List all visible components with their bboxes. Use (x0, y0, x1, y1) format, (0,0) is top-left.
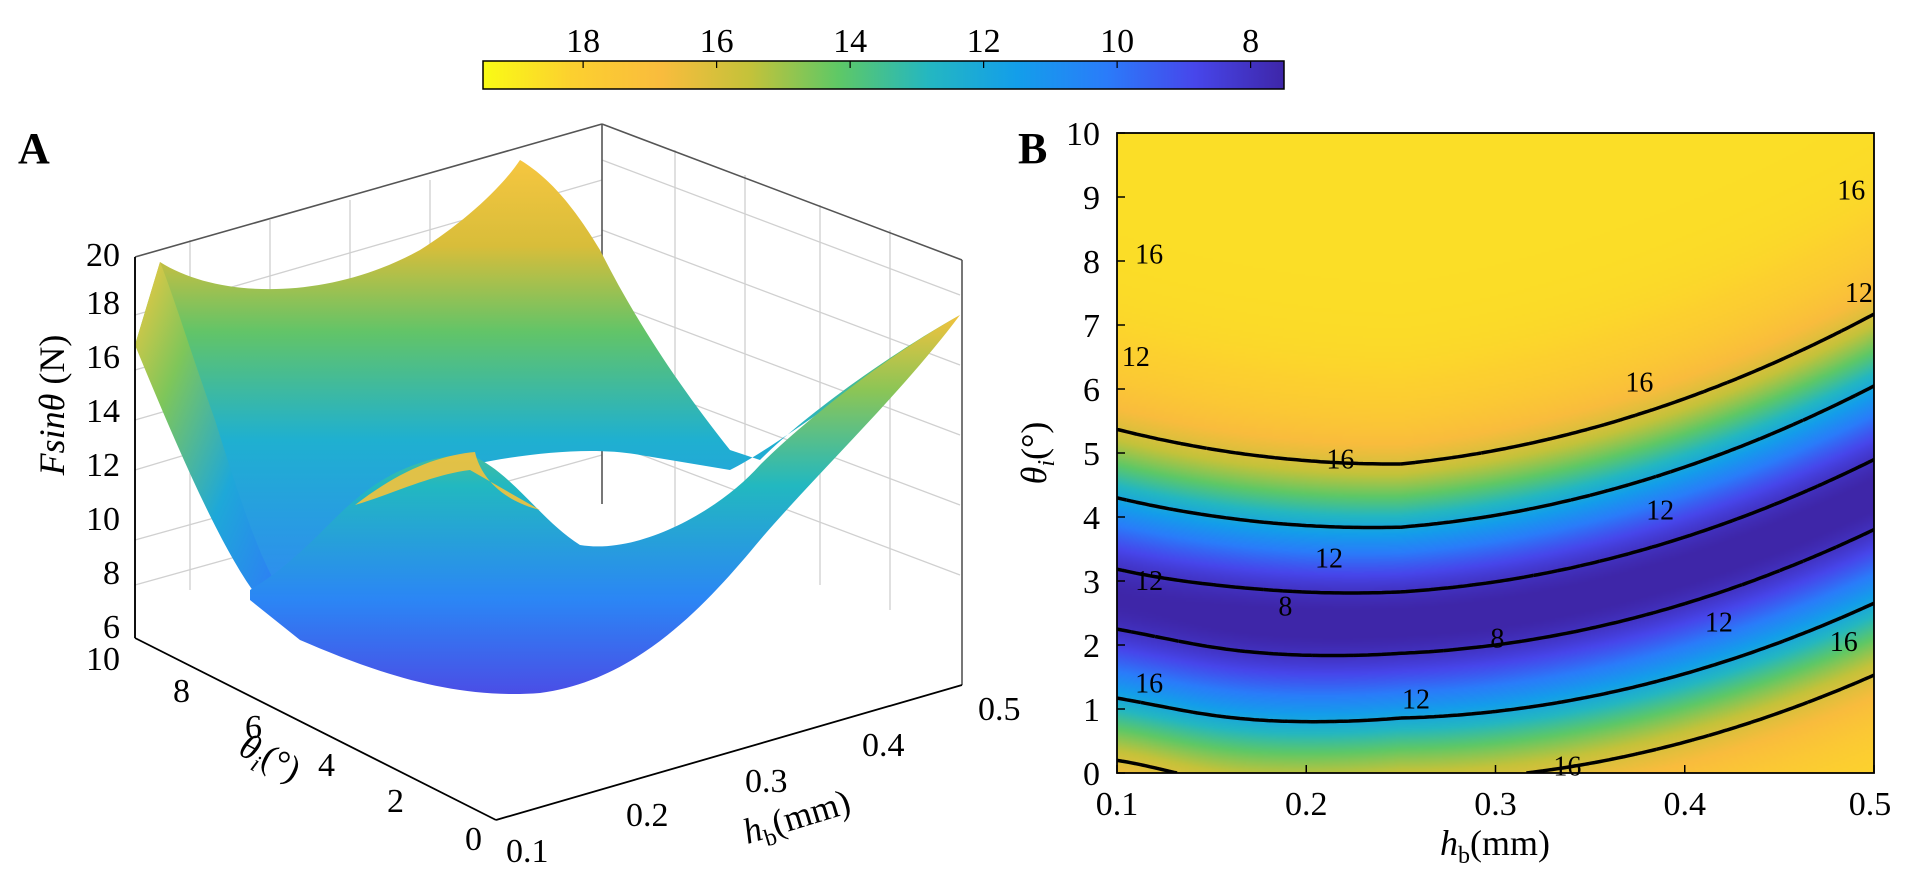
b-x-axis-label: hb(mm) (1440, 823, 1550, 869)
surface-ridge (355, 452, 540, 510)
y-ticks: 0 2 4 6 8 10 (86, 641, 482, 858)
box-edge-back-top (134, 123, 603, 258)
b-y-tick-label: 7 (1083, 308, 1100, 345)
z-tick-label: 6 (103, 609, 120, 646)
surface (135, 160, 960, 695)
colorbar-tick-label: 16 (700, 23, 734, 60)
y-axis-line (134, 637, 497, 821)
panel-label-a: A (18, 124, 50, 173)
colorbar-tick-label: 12 (967, 23, 1001, 60)
y-tick-label: 6 (245, 709, 262, 746)
b-y-tick-label: 8 (1083, 244, 1100, 281)
contour-label: 16 (1830, 627, 1858, 658)
contour-label: 12 (1845, 278, 1873, 309)
contour-label: 16 (1135, 240, 1163, 271)
panel-label-b: B (1018, 124, 1047, 173)
contour-label: 12 (1315, 544, 1343, 575)
z-tick-label: 12 (86, 447, 120, 484)
b-y-tick-label: 4 (1083, 500, 1100, 537)
z-tick-label: 18 (86, 285, 120, 322)
b-y-axis-label: θi(°) (1014, 422, 1060, 485)
contour-label: 16 (1135, 668, 1163, 699)
contour-label: 12 (1402, 684, 1430, 715)
contour-label: 16 (1837, 176, 1865, 207)
contour-labels: 16 16 16 16 12 12 12 12 12 12 12 8 8 16 16 16 (1122, 176, 1873, 783)
contour-line-12 (1117, 384, 1874, 724)
surface-back-region (135, 160, 960, 590)
x-tick-label: 0.1 (506, 833, 549, 870)
x-axis-label: hb(mm) (738, 781, 857, 857)
x-tick-label: 0.5 (978, 691, 1021, 728)
colorbar-ticks: 18 16 14 12 10 8 (566, 23, 1259, 68)
y-tick-label: 2 (387, 783, 404, 820)
b-x-ticks: 0.1 0.2 0.3 0.4 0.5 (1096, 765, 1892, 823)
contour-label: 12 (1122, 342, 1150, 373)
contour-label: 12 (1646, 496, 1674, 527)
colorbar-tick-label: 18 (566, 23, 600, 60)
y-tick-label: 4 (318, 747, 335, 784)
contour-label: 8 (1490, 624, 1504, 655)
b-x-tick-label: 0.3 (1474, 786, 1517, 823)
x-ticks: 0.1 0.2 0.3 0.4 0.5 (506, 691, 1021, 870)
y-tick-label: 10 (86, 641, 120, 678)
contour-label: 12 (1135, 566, 1163, 597)
b-y-tick-label: 1 (1083, 692, 1100, 729)
box-edge-side-top (601, 123, 963, 261)
b-y-tick-label: 2 (1083, 628, 1100, 665)
contour-label: 12 (1705, 608, 1733, 639)
b-y-tick-label: 0 (1083, 756, 1100, 793)
contour-lines (1117, 312, 1874, 773)
y-axis-label: θi(°) (231, 725, 308, 794)
b-y-tick-label: 3 (1083, 564, 1100, 601)
x-axis-line (495, 684, 963, 821)
z-tick-label: 20 (86, 237, 120, 274)
colorbar: 18 16 14 12 10 8 (482, 23, 1285, 90)
surface-front-region (250, 315, 960, 695)
colorbar-gradient (482, 60, 1285, 90)
contour-line-8 (1117, 458, 1874, 658)
b-y-tick-label: 10 (1066, 116, 1100, 153)
b-x-tick-label: 0.1 (1096, 786, 1139, 823)
b-y-tick-label: 9 (1083, 180, 1100, 217)
contour-label: 16 (1625, 368, 1653, 399)
x-tick-label: 0.2 (626, 797, 669, 834)
contour-label: 8 (1278, 592, 1292, 623)
surface-left-flank (135, 262, 280, 600)
colorbar-tick-label: 10 (1100, 23, 1134, 60)
z-tick-label: 14 (86, 393, 120, 430)
b-x-tick-label: 0.5 (1849, 786, 1892, 823)
b-x-tick-label: 0.4 (1664, 786, 1707, 823)
grid-side-3 (601, 299, 961, 436)
grid-side-1 (601, 159, 961, 296)
z-tick-label: 16 (86, 339, 120, 376)
b-y-ticks: 0 1 2 3 4 5 6 7 8 9 10 (1066, 116, 1125, 793)
y-tick-label: 0 (465, 821, 482, 858)
contour-label: 16 (1553, 752, 1581, 783)
z-tick-label: 8 (103, 555, 120, 592)
x-tick-label: 0.4 (862, 727, 905, 764)
surface-axes (134, 257, 963, 821)
b-x-tick-label: 0.2 (1285, 786, 1328, 823)
z-axis-label: Fsinθ (N) (32, 335, 72, 477)
b-y-tick-label: 5 (1083, 436, 1100, 473)
colorbar-tick-label: 8 (1242, 23, 1259, 60)
panel-a: A (18, 123, 1021, 870)
contour-label: 16 (1326, 444, 1354, 475)
y-tick-label: 8 (173, 673, 190, 710)
grid-side-2 (601, 229, 961, 366)
colorbar-tick-label: 14 (833, 23, 867, 60)
b-y-tick-label: 6 (1083, 372, 1100, 409)
x-tick-label: 0.3 (745, 763, 788, 800)
contour-line-16 (1117, 312, 1874, 773)
z-ticks: 6 8 10 12 14 16 18 20 (86, 237, 120, 646)
z-tick-label: 10 (86, 501, 120, 538)
